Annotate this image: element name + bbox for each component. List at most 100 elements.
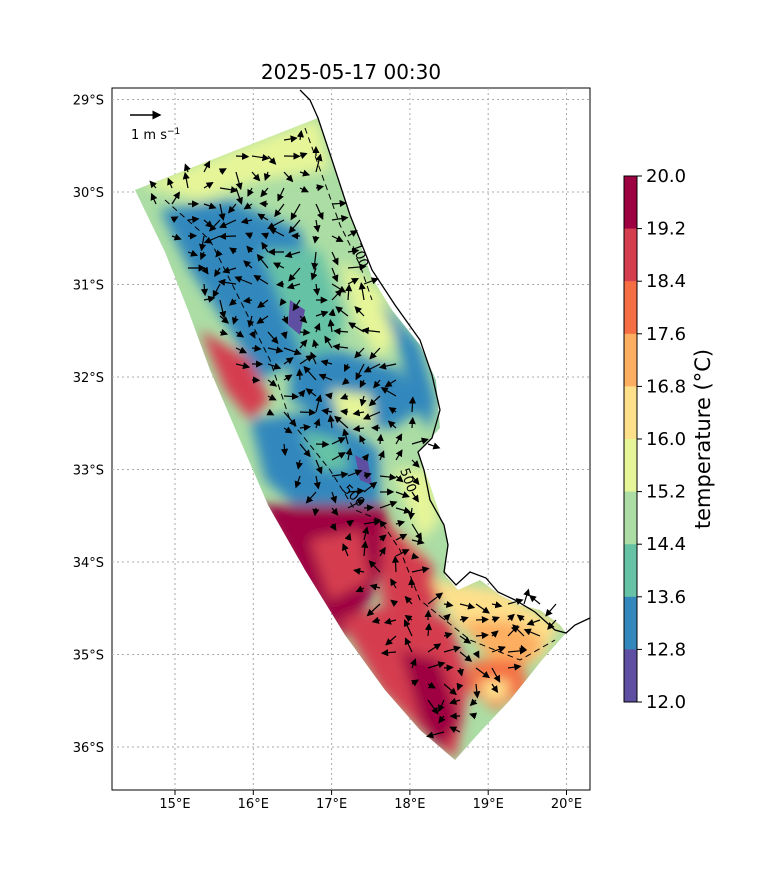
current-arrow bbox=[203, 235, 221, 244]
current-arrow bbox=[459, 615, 469, 623]
current-arrow bbox=[407, 507, 416, 520]
current-arrow bbox=[473, 683, 481, 699]
current-arrow bbox=[411, 491, 419, 503]
current-arrow bbox=[332, 343, 349, 351]
current-arrow bbox=[469, 698, 478, 707]
current-arrow bbox=[342, 543, 349, 557]
current-arrow bbox=[456, 682, 464, 691]
colorbar-swatch bbox=[624, 491, 637, 545]
colorbar-tick-label: 17.6 bbox=[646, 324, 686, 345]
current-arrow bbox=[443, 632, 453, 639]
current-arrow bbox=[292, 299, 301, 312]
current-arrow bbox=[218, 278, 237, 286]
current-arrow bbox=[284, 251, 301, 259]
current-arrow bbox=[354, 347, 365, 359]
colorbar-swatch bbox=[624, 176, 637, 230]
current-arrow bbox=[346, 519, 355, 527]
current-arrow bbox=[345, 283, 353, 301]
current-arrow bbox=[390, 599, 399, 607]
current-arrow bbox=[315, 203, 324, 220]
current-arrow bbox=[411, 437, 429, 445]
current-arrow bbox=[395, 549, 410, 557]
current-arrow bbox=[263, 171, 271, 181]
current-arrow bbox=[283, 357, 294, 365]
lon-tick-label: 15°E bbox=[159, 797, 190, 812]
current-arrow bbox=[313, 418, 321, 429]
current-arrow bbox=[523, 588, 531, 605]
current-arrow bbox=[299, 443, 311, 458]
current-arrow bbox=[411, 566, 430, 574]
current-arrow bbox=[395, 433, 403, 445]
current-arrow bbox=[395, 506, 412, 514]
current-arrow bbox=[299, 408, 317, 416]
current-arrow bbox=[352, 409, 365, 417]
current-arrow bbox=[378, 546, 386, 557]
current-arrow bbox=[373, 379, 381, 389]
current-arrow bbox=[253, 275, 269, 285]
current-arrow bbox=[283, 347, 302, 356]
current-arrow bbox=[475, 616, 490, 624]
current-arrow bbox=[377, 450, 385, 461]
current-arrow bbox=[329, 523, 337, 532]
current-arrow bbox=[411, 459, 420, 468]
current-arrow bbox=[275, 280, 285, 288]
current-arrow bbox=[411, 523, 422, 541]
current-arrow bbox=[490, 630, 499, 638]
current-arrow bbox=[182, 171, 190, 189]
current-arrow bbox=[391, 555, 400, 573]
current-arrow bbox=[267, 346, 284, 354]
current-arrow bbox=[491, 667, 501, 683]
current-arrow bbox=[228, 298, 237, 306]
current-arrow bbox=[227, 203, 237, 214]
current-arrow bbox=[379, 500, 398, 509]
current-arrow bbox=[363, 518, 382, 526]
current-arrow bbox=[315, 459, 323, 475]
lon-tick-label: 16°E bbox=[238, 797, 269, 812]
current-arrow bbox=[283, 426, 293, 434]
current-arrow bbox=[507, 598, 524, 605]
current-arrow bbox=[251, 344, 262, 352]
current-arrow bbox=[149, 180, 157, 189]
current-arrow bbox=[403, 619, 413, 637]
current-arrow bbox=[335, 306, 349, 317]
current-arrow bbox=[411, 552, 420, 560]
current-arrow bbox=[385, 635, 397, 646]
colorbar-swatch bbox=[624, 333, 637, 387]
current-arrow bbox=[219, 219, 237, 229]
current-arrow bbox=[347, 247, 360, 255]
current-arrow bbox=[219, 299, 227, 319]
current-arrow bbox=[280, 331, 288, 340]
current-arrow bbox=[267, 379, 278, 387]
current-arrow bbox=[198, 235, 207, 252]
current-arrow bbox=[408, 396, 417, 413]
current-arrow bbox=[347, 469, 363, 477]
current-arrow bbox=[288, 219, 301, 234]
current-arrow bbox=[328, 308, 336, 317]
current-arrow bbox=[310, 267, 318, 281]
current-arrow bbox=[345, 447, 353, 461]
current-arrow bbox=[313, 283, 321, 296]
vector-scale-label: 1 m s−1 bbox=[131, 127, 180, 143]
current-arrow bbox=[183, 163, 191, 173]
lon-tick-label: 20°E bbox=[551, 797, 582, 812]
current-arrow bbox=[267, 393, 277, 401]
current-arrow bbox=[218, 203, 226, 221]
current-arrow bbox=[240, 217, 253, 225]
current-arrow bbox=[320, 359, 333, 367]
current-arrow bbox=[251, 171, 261, 182]
current-arrow bbox=[427, 643, 442, 653]
current-arrow bbox=[267, 331, 279, 344]
current-arrow bbox=[283, 411, 297, 427]
current-arrow bbox=[380, 387, 397, 397]
current-arrow bbox=[363, 363, 381, 373]
colorbar bbox=[624, 176, 637, 703]
current-arrow bbox=[294, 475, 302, 489]
current-arrow bbox=[368, 560, 381, 573]
current-arrow bbox=[371, 616, 381, 624]
current-arrow bbox=[354, 306, 365, 317]
current-arrow bbox=[218, 168, 227, 175]
current-arrow bbox=[331, 283, 347, 293]
lat-tick-label: 34°S bbox=[73, 556, 104, 571]
current-arrow bbox=[378, 362, 397, 370]
lat-tick-label: 30°S bbox=[73, 186, 104, 201]
